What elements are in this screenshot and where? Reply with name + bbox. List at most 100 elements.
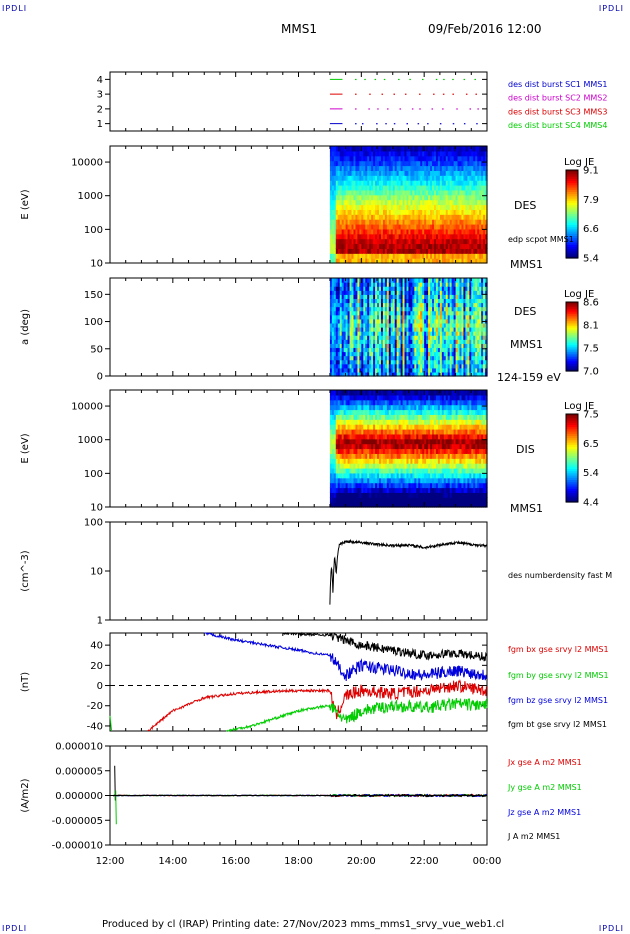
heatmap-2-cell xyxy=(365,314,368,320)
heatmap-2-cell xyxy=(439,302,443,308)
heatmap-1-cell xyxy=(388,150,392,157)
heatmap-3-cell xyxy=(367,390,370,396)
heatmap-1-cell xyxy=(459,199,463,206)
heatmap-1-cell xyxy=(424,233,427,240)
heatmap-1-cell xyxy=(357,175,360,181)
heatmap-2-cell xyxy=(410,335,413,340)
heatmap-1-cell xyxy=(473,175,476,181)
heatmap-2-cell xyxy=(349,347,353,353)
heatmap-1-cell xyxy=(412,170,415,176)
heatmap-1-cell xyxy=(479,243,482,249)
heatmap-1-cell xyxy=(355,170,359,176)
heatmap-1-cell xyxy=(402,204,406,210)
heatmap-2-cell xyxy=(386,367,390,373)
heatmap-2-cell xyxy=(329,306,333,312)
availability-dot-2 xyxy=(355,108,357,110)
heatmap-1-cell xyxy=(382,258,386,264)
heatmap-2-cell xyxy=(373,347,376,353)
heatmap-3-cell xyxy=(388,409,392,415)
heatmap-2-cell xyxy=(384,363,388,369)
heatmap-1-cell xyxy=(377,204,380,210)
heatmap-1-cell xyxy=(467,170,470,176)
heatmap-2-cell xyxy=(475,278,478,283)
heatmap-1-cell xyxy=(481,155,484,162)
heatmap-2-cell xyxy=(333,302,337,308)
heatmap-1-cell xyxy=(367,180,370,186)
heatmap-2-cell xyxy=(424,314,427,320)
heatmap-1-cell xyxy=(329,219,333,225)
panel-0-ytick-label: 2 xyxy=(97,104,103,115)
heatmap-3-cell xyxy=(371,497,374,503)
heatmap-2-cell xyxy=(355,314,359,320)
heatmap-1-cell xyxy=(396,185,400,191)
heatmap-3-cell xyxy=(392,448,396,454)
heatmap-1-cell xyxy=(461,146,465,152)
heatmap-3-cell xyxy=(329,492,333,498)
heatmap-1-cell xyxy=(485,224,488,230)
heatmap-2-cell xyxy=(380,327,384,332)
heatmap-3-cell xyxy=(337,458,341,464)
heatmap-1-cell xyxy=(453,219,457,225)
heatmap-1-cell xyxy=(428,209,431,215)
heatmap-1-cell xyxy=(420,189,423,196)
heatmap-1-cell xyxy=(449,209,453,215)
heatmap-3-cell xyxy=(345,394,349,401)
heatmap-3-cell xyxy=(390,477,394,484)
heatmap-3-cell xyxy=(357,448,360,454)
heatmap-1-cell xyxy=(467,204,470,210)
heatmap-2-cell xyxy=(337,339,341,344)
heatmap-1-cell xyxy=(331,146,335,152)
heatmap-1-cell xyxy=(443,175,447,181)
heatmap-2-cell xyxy=(398,359,402,365)
heatmap-1-cell xyxy=(390,155,394,162)
heatmap-2-cell xyxy=(477,302,480,308)
heatmap-2-cell xyxy=(422,290,425,295)
heatmap-1-cell xyxy=(445,170,449,176)
heatmap-2-cell xyxy=(367,286,370,291)
heatmap-1-cell xyxy=(355,160,359,167)
colorbar-2-swatch xyxy=(566,320,578,324)
heatmap-1-cell xyxy=(367,150,370,157)
heatmap-1-cell xyxy=(394,150,398,157)
heatmap-1-cell xyxy=(335,258,339,264)
heatmap-2-cell xyxy=(426,310,429,316)
heatmap-2-cell xyxy=(463,306,467,312)
heatmap-2-cell xyxy=(392,286,396,291)
heatmap-1-cell xyxy=(432,253,435,259)
heatmap-1-cell xyxy=(347,185,351,191)
heatmap-2-cell xyxy=(390,282,394,287)
heatmap-3-cell xyxy=(343,472,347,479)
heatmap-1-cell xyxy=(400,194,404,201)
heatmap-3-cell xyxy=(371,487,374,493)
heatmap-1-cell xyxy=(347,204,351,210)
heatmap-2-cell xyxy=(394,367,398,373)
heatmap-1-cell xyxy=(359,146,362,152)
heatmap-3-cell xyxy=(386,414,390,420)
heatmap-3-cell xyxy=(349,502,353,508)
heatmap-3-cell xyxy=(335,477,339,484)
heatmap-1-cell xyxy=(355,243,359,249)
panel-0-ytick-label: 1 xyxy=(97,119,103,130)
heatmap-2-cell xyxy=(432,290,435,295)
heatmap-2-cell xyxy=(386,306,390,312)
heatmap-1-cell xyxy=(435,224,439,230)
heatmap-2-cell xyxy=(471,335,474,340)
heatmap-1-cell xyxy=(361,238,364,245)
heatmap-1-cell xyxy=(339,194,343,201)
heatmap-2-cell xyxy=(418,318,421,324)
heatmap-2-cell xyxy=(459,327,463,332)
heatmap-2-cell xyxy=(380,347,384,353)
heatmap-1-cell xyxy=(359,204,362,210)
heatmap-1-cell xyxy=(331,243,335,249)
heatmap-1-cell xyxy=(377,180,380,186)
heatmap-3-cell xyxy=(379,390,382,396)
heatmap-2-cell xyxy=(410,322,413,328)
heatmap-1-cell xyxy=(461,199,465,206)
heatmap-2-cell xyxy=(416,367,419,373)
heatmap-3-cell xyxy=(337,390,341,396)
colorbar-1-swatch xyxy=(566,253,578,257)
heatmap-1-cell xyxy=(357,160,360,167)
heatmap-2-cell xyxy=(418,322,421,328)
heatmap-2-cell xyxy=(447,339,451,344)
heatmap-1-cell xyxy=(329,253,333,259)
